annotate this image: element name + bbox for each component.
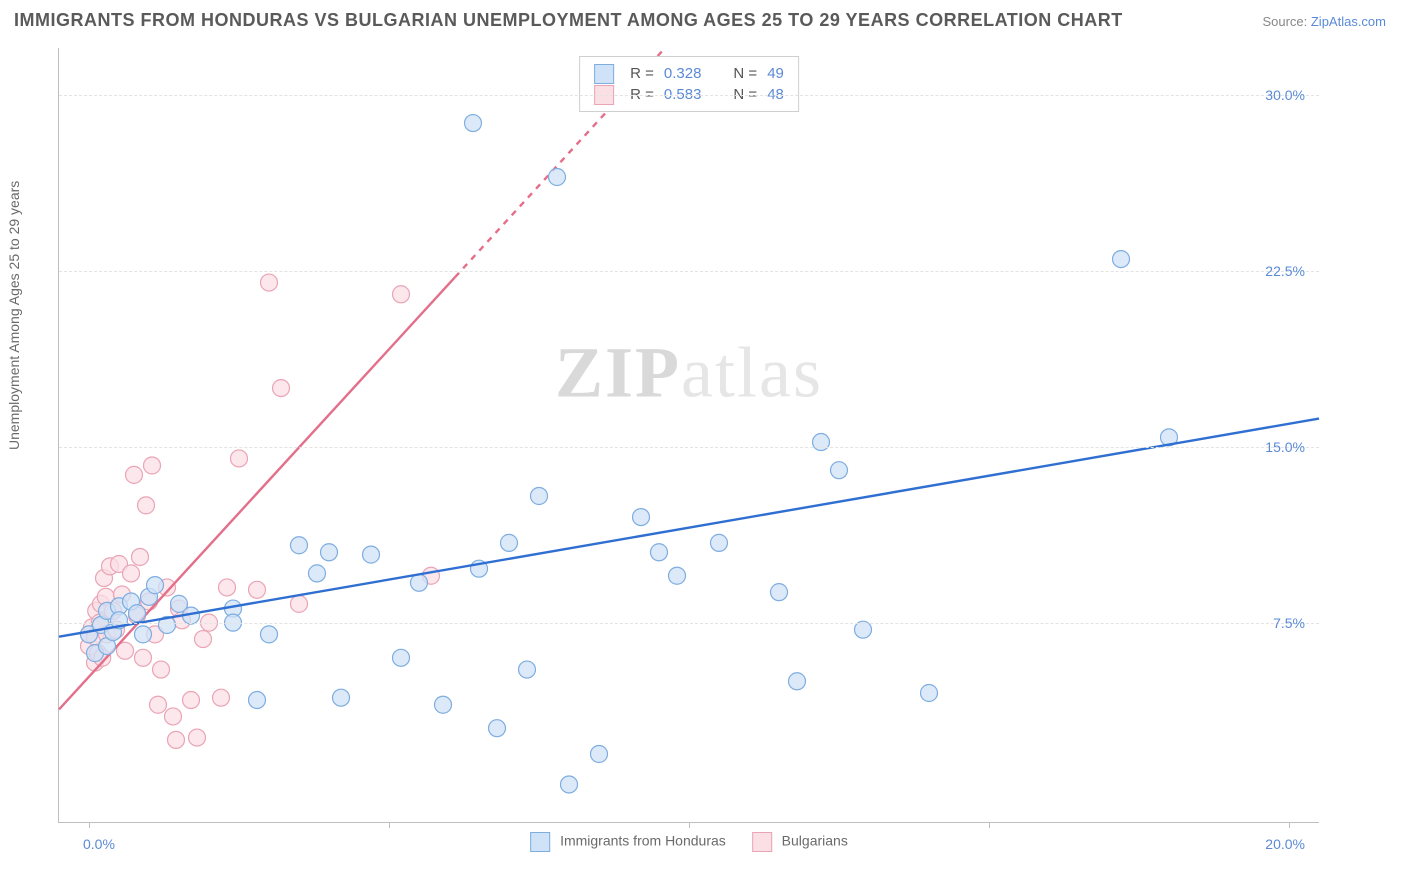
y-tick-label: 30.0% [1265,87,1305,103]
scatter-point-blue [291,537,308,554]
scatter-point-blue [321,544,338,561]
scatter-point-blue [411,574,428,591]
r-value: 0.328 [664,63,702,84]
scatter-point-pink [213,689,230,706]
chart-container: IMMIGRANTS FROM HONDURAS VS BULGARIAN UN… [0,0,1406,892]
scatter-point-blue [549,169,566,186]
scatter-point-blue [129,605,146,622]
scatter-point-pink [183,692,200,709]
swatch-blue-icon [530,832,550,852]
gridline [59,271,1319,272]
scatter-point-blue [921,685,938,702]
gridline [59,447,1319,448]
legend-item-pink: Bulgarians [752,832,848,852]
n-label: N = [733,63,757,84]
y-axis-label: Unemployment Among Ages 25 to 29 years [6,181,22,450]
scatter-point-blue [771,584,788,601]
series-legend: Immigrants from Honduras Bulgarians [530,832,848,852]
scatter-point-pink [150,696,167,713]
scatter-point-pink [393,286,410,303]
scatter-point-blue [789,673,806,690]
scatter-point-pink [144,457,161,474]
scatter-point-blue [813,434,830,451]
scatter-point-pink [261,274,278,291]
x-tick-mark [1289,822,1290,828]
scatter-point-blue [435,696,452,713]
scatter-point-blue [519,661,536,678]
source-prefix: Source: [1262,14,1310,29]
scatter-point-blue [465,115,482,132]
scatter-point-blue [855,621,872,638]
scatter-point-blue [393,649,410,666]
source-credit: Source: ZipAtlas.com [1262,14,1386,29]
scatter-point-blue [561,776,578,793]
chart-title: IMMIGRANTS FROM HONDURAS VS BULGARIAN UN… [14,10,1123,31]
scatter-point-pink [138,497,155,514]
svg-layer [59,48,1319,822]
scatter-point-blue [669,567,686,584]
stats-legend: R = 0.328 N = 49 R = 0.583 N = 48 [579,56,799,112]
source-link[interactable]: ZipAtlas.com [1311,14,1386,29]
gridline [59,95,1319,96]
scatter-point-pink [291,595,308,612]
scatter-point-pink [168,731,185,748]
scatter-point-pink [126,466,143,483]
n-value: 49 [767,63,784,84]
trend-line-pink [59,277,455,709]
r-label: R = [630,63,654,84]
x-tick-mark [389,822,390,828]
scatter-point-blue [309,565,326,582]
swatch-blue-icon [594,64,614,84]
y-tick-label: 7.5% [1273,615,1305,631]
scatter-point-pink [273,380,290,397]
scatter-point-pink [135,649,152,666]
x-tick-mark [89,822,90,828]
stats-row-blue: R = 0.328 N = 49 [594,63,784,84]
scatter-point-pink [132,548,149,565]
x-tick-label: 0.0% [83,836,115,852]
scatter-point-blue [261,626,278,643]
scatter-point-pink [153,661,170,678]
scatter-point-blue [147,577,164,594]
scatter-point-pink [123,565,140,582]
scatter-point-blue [831,462,848,479]
scatter-point-pink [195,631,212,648]
x-tick-mark [689,822,690,828]
x-tick-mark [989,822,990,828]
scatter-point-blue [651,544,668,561]
scatter-point-pink [219,579,236,596]
scatter-point-blue [333,689,350,706]
scatter-point-blue [633,509,650,526]
scatter-point-blue [135,626,152,643]
swatch-pink-icon [752,832,772,852]
scatter-point-pink [249,581,266,598]
scatter-point-blue [591,745,608,762]
plot-area: ZIPatlas R = 0.328 N = 49 R = 0.583 N = … [58,48,1319,823]
x-tick-label: 20.0% [1265,836,1305,852]
scatter-point-blue [249,692,266,709]
legend-label: Bulgarians [782,833,848,849]
legend-item-blue: Immigrants from Honduras [530,832,726,852]
scatter-point-blue [489,720,506,737]
scatter-point-pink [165,708,182,725]
legend-label: Immigrants from Honduras [560,833,726,849]
scatter-point-pink [189,729,206,746]
scatter-point-blue [501,534,518,551]
scatter-point-blue [1113,251,1130,268]
trend-line-blue [59,419,1319,637]
scatter-point-pink [231,450,248,467]
scatter-point-blue [531,487,548,504]
y-tick-label: 22.5% [1265,263,1305,279]
y-tick-label: 15.0% [1265,439,1305,455]
scatter-point-blue [363,546,380,563]
gridline [59,623,1319,624]
scatter-point-blue [711,534,728,551]
